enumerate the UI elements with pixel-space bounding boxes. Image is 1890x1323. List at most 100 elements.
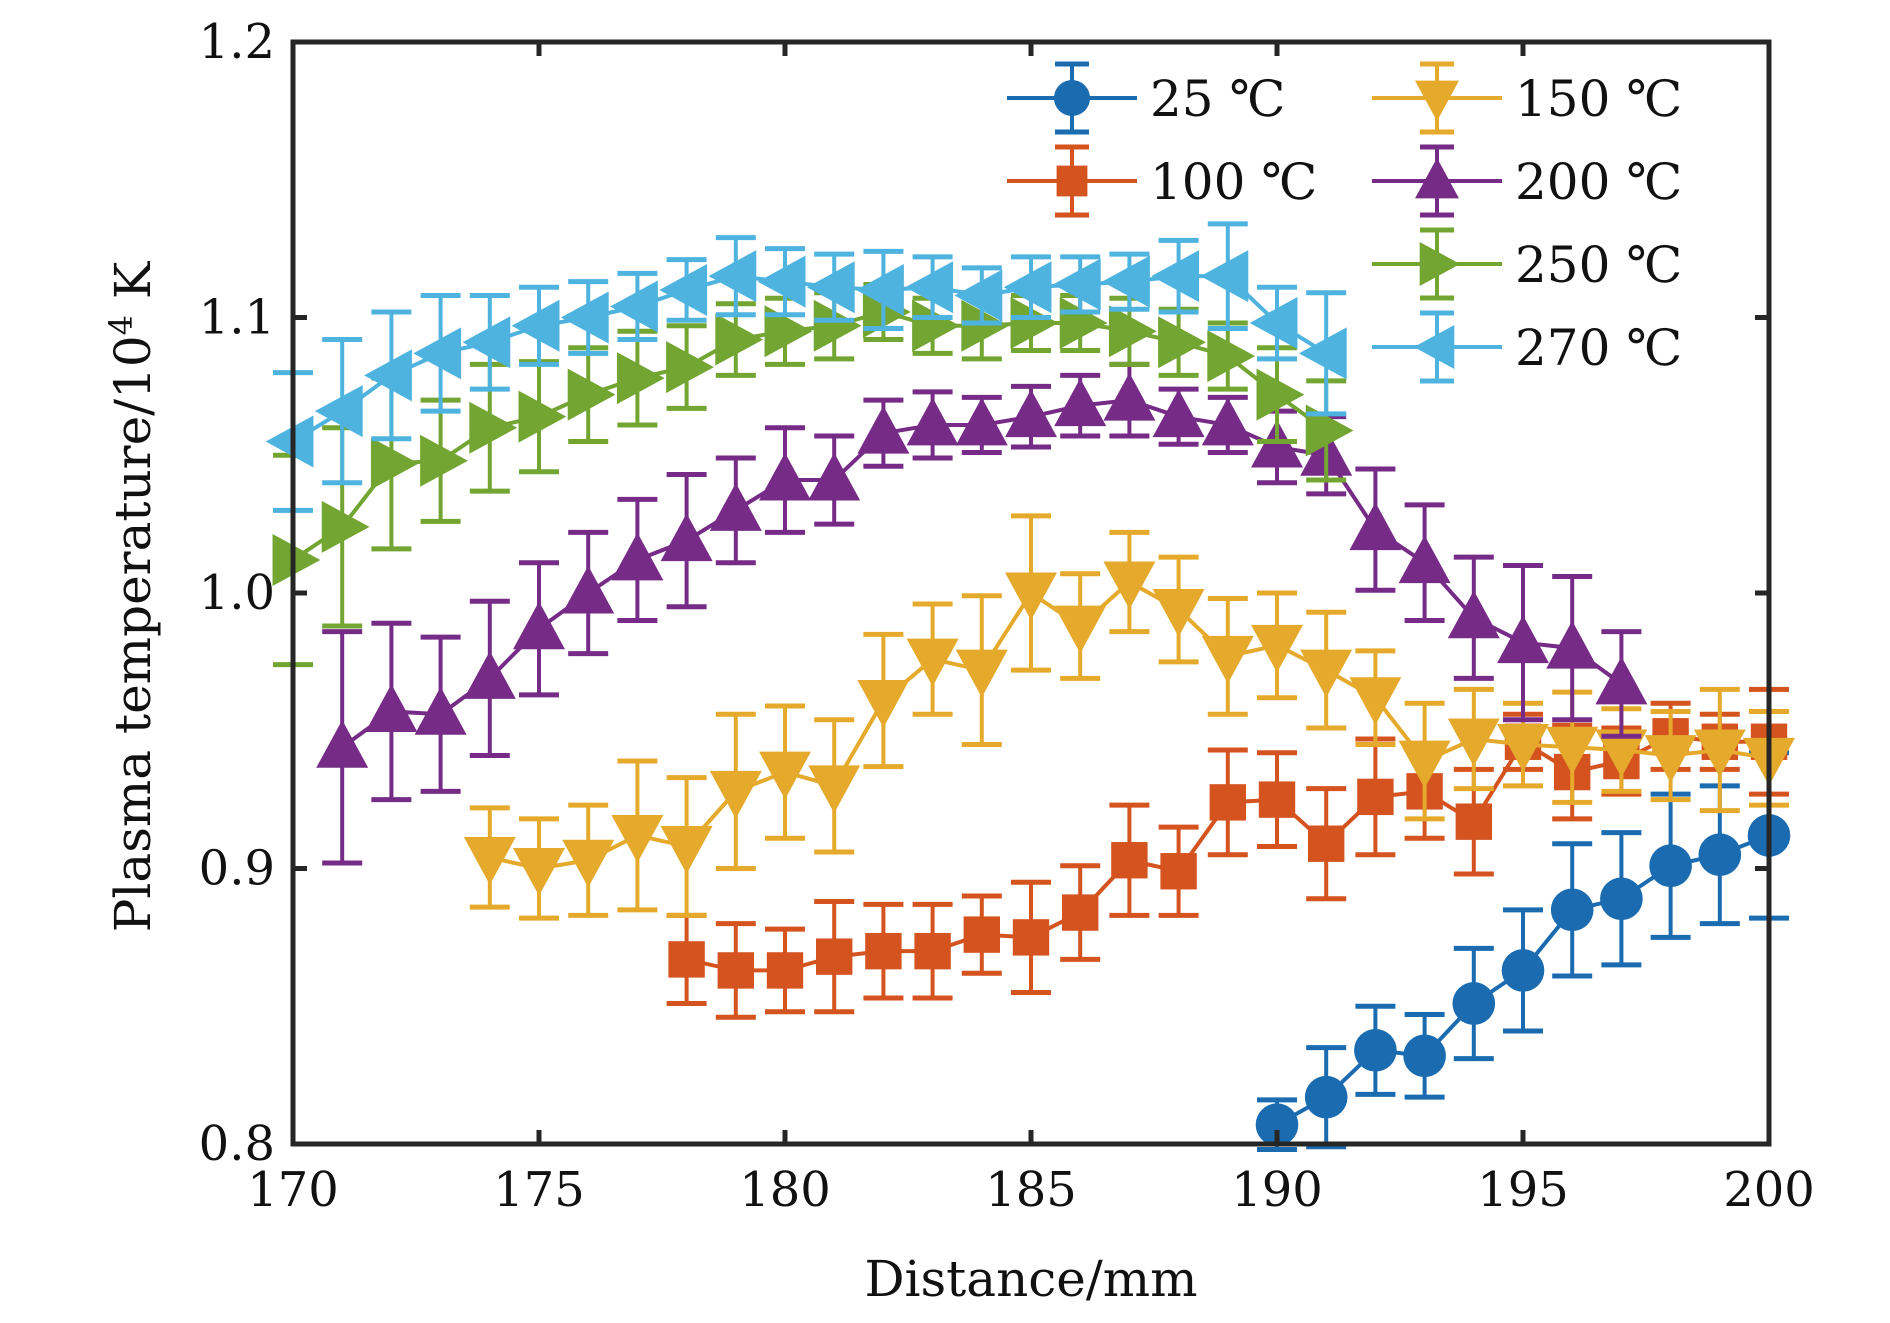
square-marker [1111,842,1148,879]
triangle-right-marker [420,434,468,487]
legend-label: 100 ℃ [1150,153,1317,211]
legend-item: 100 ℃ [1007,144,1317,218]
triangle-left-marker [806,261,855,314]
axis-ticks [290,39,1772,1147]
triangle-left-marker [659,263,708,316]
circle-marker [1550,888,1594,932]
square-marker [1056,165,1088,197]
triangle-down-marker [1398,740,1451,789]
triangle-right-marker [370,437,419,490]
triangle-down-marker [709,770,762,819]
triangle-down-marker [1152,589,1205,637]
legend-item: 25 ℃ [1007,61,1285,135]
square-marker [668,941,705,978]
triangle-up-marker [316,719,369,768]
triangle-down-marker [955,649,1008,698]
y-axis-title-main: Plasma temperature/10 [104,335,162,932]
x-tick-label: 200 [1723,1162,1815,1218]
triangle-down-marker [1054,605,1107,654]
x-tick-label: 190 [1231,1162,1323,1218]
triangle-down-marker [463,837,516,885]
triangle-up-marker [906,397,959,446]
square-marker [1160,853,1197,890]
triangle-up-marker [1349,502,1402,551]
triangle-down-marker [759,751,811,800]
square-marker [766,952,804,989]
y-tick-label: 0.9 [199,841,275,897]
triangle-right-marker [912,299,960,352]
legend-item: 200 ℃ [1372,144,1682,218]
circle-marker [1255,1103,1299,1147]
circle-marker [1403,1034,1446,1078]
triangle-up-marker [463,651,516,699]
x-tick-label: 185 [985,1162,1077,1218]
triangle-down-marker [1300,649,1353,698]
triangle-up-marker [1546,620,1599,669]
triangle-up-marker [513,601,565,650]
triangle-up-marker [1398,535,1451,584]
triangle-left-marker [314,385,363,438]
y-tick-label: 0.8 [199,1116,275,1172]
triangle-up-marker [955,397,1008,446]
square-marker [1455,803,1492,840]
triangle-right-marker [469,401,518,454]
square-marker [1209,784,1246,821]
triangle-right-marker [321,500,370,553]
triangle-down-marker [1546,726,1599,775]
triangle-up-marker [1152,389,1205,438]
square-marker [1062,894,1099,931]
triangle-up-marker [414,686,467,735]
triangle-down-marker [1103,561,1156,610]
square-marker [717,952,754,989]
triangle-left-marker [856,263,904,316]
triangle-right-marker [1305,404,1354,457]
circle-marker [1698,833,1742,877]
triangle-left-marker [364,349,412,402]
y-axis-title-exponent: 4 [102,315,140,335]
triangle-down-marker [1415,80,1459,122]
triangle-right-marker [1256,368,1305,421]
triangle-up-marker [1415,157,1459,199]
triangle-right-marker [715,313,764,366]
x-tick-label: 180 [739,1162,831,1218]
triangle-left-marker [1298,327,1347,380]
circle-marker [1501,949,1545,992]
y-axis-title-unit: K [104,260,162,315]
series-line [291,309,1328,562]
triangle-down-marker [1497,724,1549,772]
triangle-right-marker [1158,316,1206,369]
x-axis-title: Distance/mm [864,1250,1197,1308]
square-marker [1258,781,1296,818]
triangle-right-marker [764,305,813,358]
square-marker [865,932,902,970]
triangle-down-marker [513,848,565,896]
triangle-right-marker [666,341,714,394]
triangle-up-marker [1497,615,1549,664]
triangle-down-marker [611,814,664,863]
x-tick-label: 170 [247,1162,339,1218]
circle-marker [1304,1075,1348,1119]
circle-marker [1649,844,1692,888]
triangle-down-marker [1349,677,1402,725]
triangle-right-marker [961,299,1010,352]
tick-labels: 170 175 180 185 190 195 200 0.8 0.9 1.0 1.1 1.2 [199,14,1815,1218]
triangle-left-marker [1249,297,1298,350]
triangle-down-marker [906,638,959,687]
triangle-up-marker [759,452,811,501]
triangle-left-marker [610,280,658,333]
triangle-down-marker [1251,624,1303,673]
triangle-up-marker [365,684,418,732]
triangle-up-marker [1054,378,1107,427]
legend-item: 270 ℃ [1372,310,1682,384]
triangle-left-marker [1102,255,1150,308]
triangle-left-marker [560,291,609,344]
legend: 25 ℃ 100 ℃ 150 ℃ 200 ℃ 250 ℃ 270 ℃ [1007,61,1682,384]
triangle-up-marker [611,532,664,581]
triangle-left-marker [954,269,1003,322]
triangle-right-marker [1010,297,1059,350]
triangle-left-marker [1003,261,1052,314]
y-tick-label: 1.2 [199,14,275,70]
triangle-up-marker [660,513,713,562]
triangle-left-marker [265,415,314,468]
